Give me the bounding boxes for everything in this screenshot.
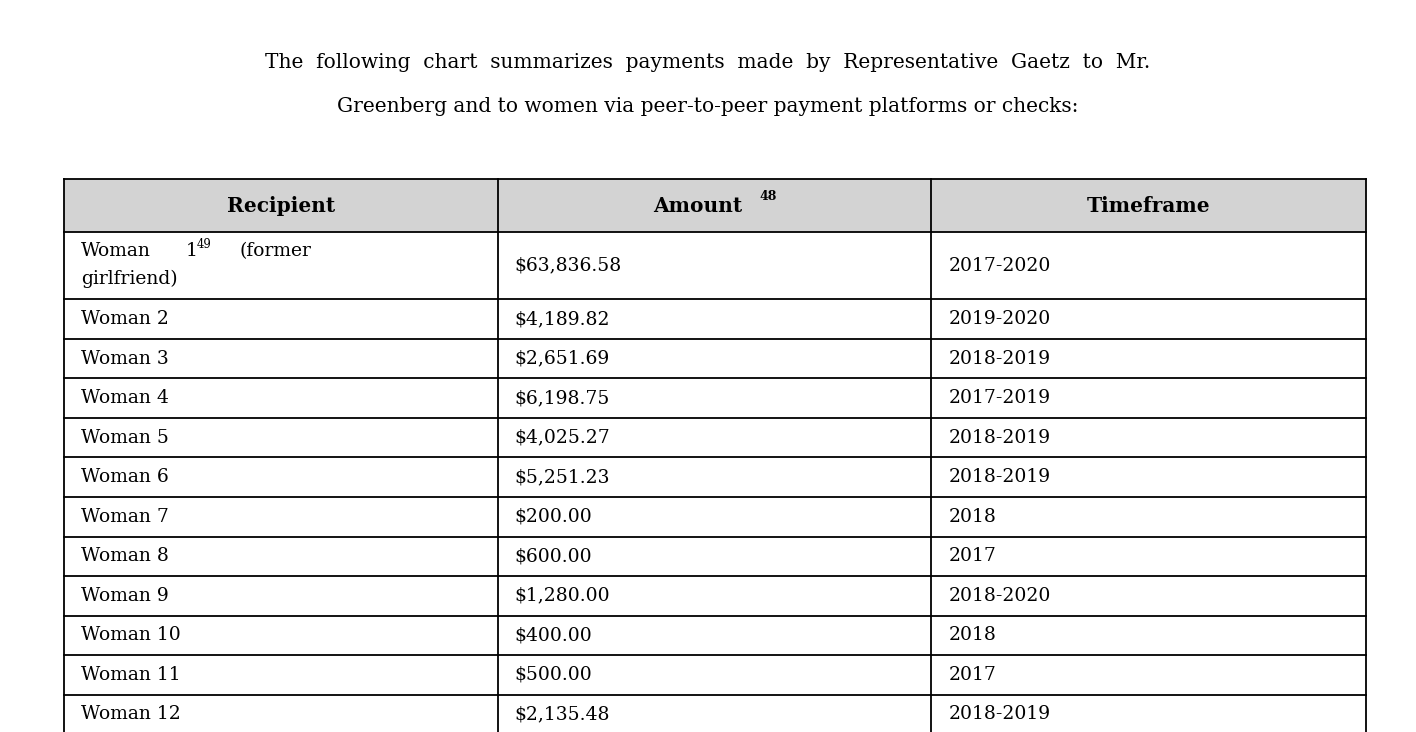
Bar [932,299,1366,339]
Text: Woman 7: Woman 7 [81,508,169,526]
Bar [497,299,932,339]
Text: Woman 5: Woman 5 [81,429,169,447]
Bar [497,616,932,655]
Text: 2019-2020: 2019-2020 [949,310,1051,328]
Text: 2018-2020: 2018-2020 [949,587,1051,605]
Text: Woman 8: Woman 8 [81,548,169,565]
Text: Woman 3: Woman 3 [81,350,169,367]
Text: Greenberg and to women via peer-to-peer payment platforms or checks:: Greenberg and to women via peer-to-peer … [337,97,1079,116]
Bar [64,695,497,732]
Bar [932,497,1366,537]
Bar [932,576,1366,616]
Bar [497,179,932,232]
Bar [64,179,497,232]
Text: 2018-2019: 2018-2019 [949,706,1051,723]
Text: Woman 4: Woman 4 [81,389,169,407]
Text: 2018: 2018 [949,627,997,644]
Text: 49: 49 [197,238,211,251]
Bar [932,179,1366,232]
Text: 1: 1 [185,242,197,260]
Text: 48: 48 [759,190,777,203]
Text: 2017: 2017 [949,666,997,684]
Bar [64,339,497,378]
Bar [497,232,932,299]
Bar [932,537,1366,576]
Text: $4,025.27: $4,025.27 [514,429,610,447]
Bar [64,537,497,576]
Bar [932,232,1366,299]
Text: $600.00: $600.00 [514,548,592,565]
Text: Amount: Amount [653,195,742,216]
Bar [64,458,497,497]
Bar [64,232,497,299]
Text: $2,651.69: $2,651.69 [514,350,610,367]
Text: Woman 9: Woman 9 [81,587,169,605]
Text: 2017-2019: 2017-2019 [949,389,1051,407]
Bar [64,418,497,458]
Text: $400.00: $400.00 [514,627,592,644]
Bar [932,695,1366,732]
Bar [64,616,497,655]
Text: Woman 10: Woman 10 [81,627,180,644]
Text: The  following  chart  summarizes  payments  made  by  Representative  Gaetz  to: The following chart summarizes payments … [265,53,1151,72]
Bar [64,497,497,537]
Text: $500.00: $500.00 [514,666,592,684]
Text: girlfriend): girlfriend) [81,270,177,288]
Bar [497,458,932,497]
Text: Woman 6: Woman 6 [81,468,169,486]
Text: (former: (former [239,242,312,260]
Bar [64,655,497,695]
Bar [497,378,932,418]
Bar [497,537,932,576]
Text: $2,135.48: $2,135.48 [514,706,610,723]
Text: Woman 12: Woman 12 [81,706,180,723]
Bar [497,418,932,458]
Bar [932,378,1366,418]
Text: $1,280.00: $1,280.00 [514,587,610,605]
Text: $200.00: $200.00 [514,508,592,526]
Bar [932,339,1366,378]
Bar [497,655,932,695]
Text: Woman 2: Woman 2 [81,310,169,328]
Text: 2018: 2018 [949,508,997,526]
Text: 2017-2020: 2017-2020 [949,257,1051,274]
Text: 2018-2019: 2018-2019 [949,350,1051,367]
Bar [497,576,932,616]
Text: 2018-2019: 2018-2019 [949,429,1051,447]
Text: Woman 11: Woman 11 [81,666,180,684]
Text: $5,251.23: $5,251.23 [514,468,610,486]
Text: 2018-2019: 2018-2019 [949,468,1051,486]
Bar [497,497,932,537]
Text: Timeframe: Timeframe [1087,195,1211,216]
Text: Woman: Woman [81,242,150,260]
Text: 2017: 2017 [949,548,997,565]
Bar [932,655,1366,695]
Text: Recipient: Recipient [227,195,334,216]
Bar [932,418,1366,458]
Bar [64,576,497,616]
Bar [932,616,1366,655]
Text: $4,189.82: $4,189.82 [514,310,610,328]
Bar [64,378,497,418]
Text: $63,836.58: $63,836.58 [514,257,622,274]
Bar [64,299,497,339]
Bar [932,458,1366,497]
Bar [497,695,932,732]
Bar [497,339,932,378]
Text: $6,198.75: $6,198.75 [514,389,610,407]
